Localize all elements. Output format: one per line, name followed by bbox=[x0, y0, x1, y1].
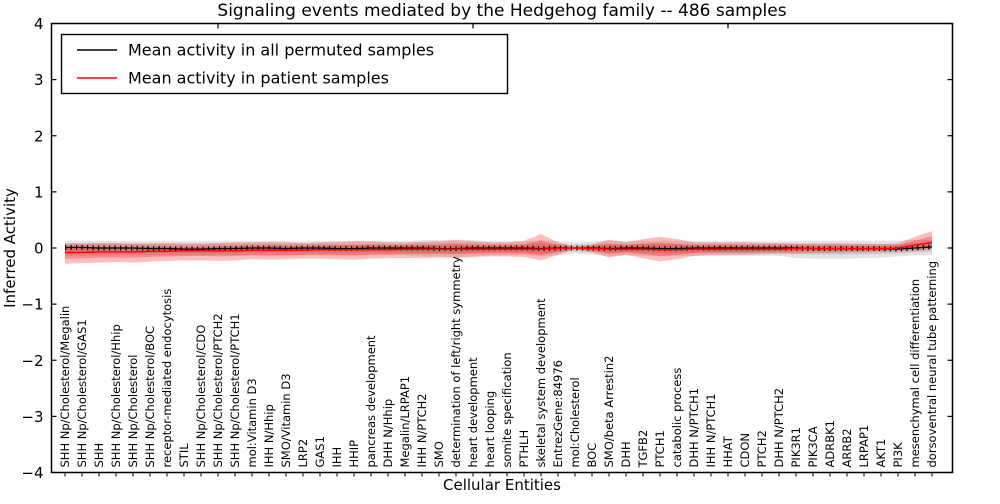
x-tick-label: PTCH2 bbox=[755, 430, 769, 467]
legend-label-patient: Mean activity in patient samples bbox=[128, 69, 389, 88]
y-tick-labels: 4 3 2 1 0 −1 −2 −3 −4 bbox=[21, 15, 43, 482]
x-tick-label: SMO bbox=[432, 441, 446, 467]
x-tick-label: heart development bbox=[466, 357, 480, 468]
x-tick-label: SHH Np/Cholesterol/GAS1 bbox=[75, 319, 89, 467]
x-tick-label: receptor-mediated endocytosis bbox=[160, 289, 174, 468]
x-tick-label: SHH Np/Cholesterol bbox=[126, 355, 140, 468]
x-tick-label: STIL bbox=[177, 443, 191, 468]
x-tick-label: DHH bbox=[619, 441, 633, 467]
x-tick-label: ARRB2 bbox=[840, 428, 854, 467]
y-tick-label: −3 bbox=[21, 408, 43, 426]
x-tick-label: LRP2 bbox=[296, 439, 310, 468]
x-tick-label: SHH Np/Cholesterol/Megalin bbox=[58, 306, 72, 468]
x-tick-label: dorsoventral neural tube patterning bbox=[925, 261, 939, 468]
x-tick-label: mol:Vitamin D3 bbox=[245, 378, 259, 467]
x-tick-label: PIK3CA bbox=[806, 426, 820, 467]
x-tick-label: IHH N/PTCH2 bbox=[415, 393, 429, 467]
x-tick-label: somite specification bbox=[500, 352, 514, 467]
x-tick-label: SHH Np/Cholesterol/BOC bbox=[143, 326, 157, 468]
y-tick-label: 4 bbox=[34, 15, 44, 33]
x-tick-label: pancreas development bbox=[364, 335, 378, 468]
y-axis-label: Inferred Activity bbox=[1, 188, 19, 308]
x-tick-label: IHH N/PTCH1 bbox=[704, 393, 718, 467]
x-tick-label: mol:Cholesterol bbox=[568, 377, 582, 467]
x-tick-label: mesenchymal cell differentiation bbox=[908, 279, 922, 468]
x-tick-label: SHH bbox=[92, 443, 106, 468]
x-tick-label: CDON bbox=[738, 433, 752, 468]
permuted-mean-line bbox=[65, 246, 933, 250]
plot-border bbox=[50, 22, 954, 474]
y-tick-label: 2 bbox=[34, 127, 44, 145]
x-tick-label: DHH N/PTCH1 bbox=[687, 388, 701, 468]
x-tick-label: DHH N/Hhip bbox=[381, 399, 395, 468]
x-tick-label: SHH Np/Cholesterol/CDO bbox=[194, 325, 208, 468]
x-tick-label: determination of left/right symmetry bbox=[449, 256, 463, 467]
x-tick-label: DHH N/PTCH2 bbox=[772, 388, 786, 468]
x-axis-label: Cellular Entities bbox=[443, 476, 561, 494]
series-lines bbox=[65, 241, 933, 254]
x-tick-label: BOC bbox=[585, 443, 599, 468]
x-tick-label: PI3K bbox=[891, 442, 905, 468]
x-tick-label: Megalin/LRPAP1 bbox=[398, 376, 412, 468]
x-tick-label: PIK3R1 bbox=[789, 427, 803, 468]
x-tick-label: GAS1 bbox=[313, 436, 327, 467]
y-tick-label: 1 bbox=[34, 183, 44, 201]
x-tick-label: TGFB2 bbox=[636, 430, 650, 469]
x-tick-label: PTHLH bbox=[517, 430, 531, 468]
y-tick-label: −2 bbox=[21, 352, 43, 370]
x-tick-label: SHH Np/Cholesterol/Hhip bbox=[109, 324, 123, 467]
x-tick-label: IHH bbox=[330, 447, 344, 468]
x-tick-label: catabolic process bbox=[670, 368, 684, 468]
x-tick-label: ADRBK1 bbox=[823, 420, 837, 467]
legend: Mean activity in all permuted samples Me… bbox=[60, 33, 509, 95]
x-tick-label: SHH Np/Cholesterol/PTCH1 bbox=[228, 313, 242, 467]
legend-box bbox=[60, 33, 509, 95]
y-tick-label: −4 bbox=[21, 464, 43, 482]
y-tick-label: −1 bbox=[21, 296, 43, 314]
legend-label-permuted: Mean activity in all permuted samples bbox=[128, 41, 434, 60]
x-tick-labels: SHH Np/Cholesterol/Megalin SHH Np/Cholest… bbox=[58, 256, 939, 468]
x-tick-label: EntrezGene:84976 bbox=[551, 360, 565, 467]
x-tick-label: IHH N/Hhip bbox=[262, 404, 276, 467]
y-tick-label: 0 bbox=[34, 240, 44, 258]
patient-mean-line bbox=[65, 241, 933, 254]
chart-title: Signaling events mediated by the Hedgeho… bbox=[217, 1, 786, 21]
x-tick-label: SMO/Vitamin D3 bbox=[279, 373, 293, 467]
x-tick-label: heart looping bbox=[483, 391, 497, 468]
x-tick-label: skeletal system development bbox=[534, 298, 548, 468]
y-tick-label: 3 bbox=[34, 71, 44, 89]
x-tick-label: HHIP bbox=[347, 440, 361, 468]
x-tick-label: PTCH1 bbox=[653, 430, 667, 467]
x-tick-label: SHH Np/Cholesterol/PTCH2 bbox=[211, 313, 225, 467]
x-tick-label: LRPAP1 bbox=[857, 425, 871, 468]
x-tick-label: AKT1 bbox=[874, 439, 888, 468]
x-tick-label: SMO/beta Arrestin2 bbox=[602, 356, 616, 468]
x-tick-label: HHAT bbox=[721, 435, 735, 467]
